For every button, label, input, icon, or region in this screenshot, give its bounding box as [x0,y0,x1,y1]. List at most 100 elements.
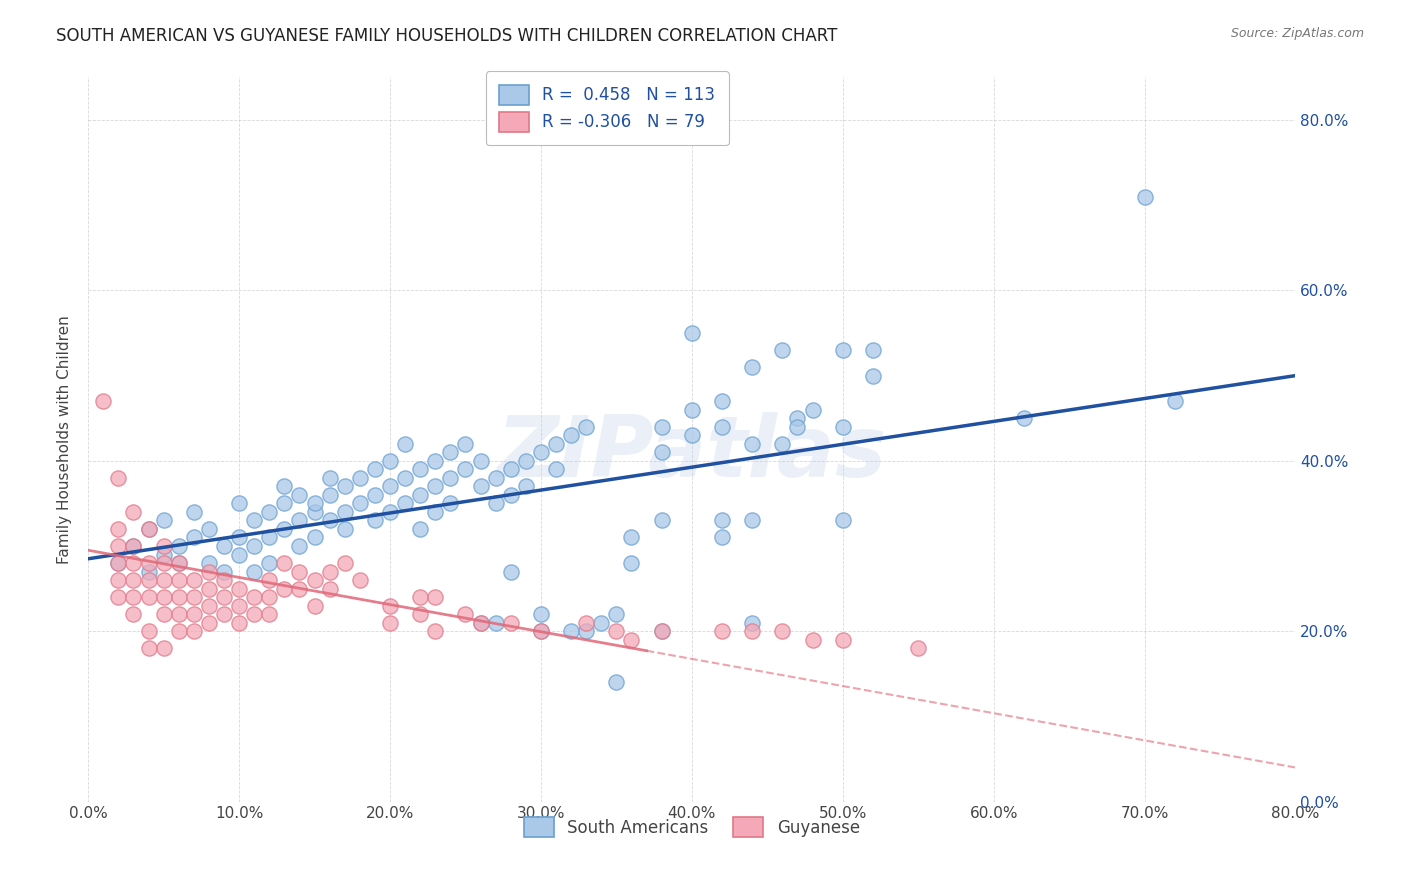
Point [228,496,250,510]
Point [651,513,673,527]
Point [439,471,461,485]
Text: ZIPatlas: ZIPatlas [496,412,887,495]
Point [741,360,763,375]
Point [470,454,492,468]
Point [831,513,853,527]
Point [605,607,627,622]
Point [243,539,266,553]
Point [304,531,326,545]
Point [273,479,295,493]
Point [243,513,266,527]
Point [198,599,221,613]
Point [107,573,129,587]
Point [138,590,160,604]
Point [485,615,508,630]
Point [288,488,311,502]
Point [651,419,673,434]
Point [544,462,567,476]
Point [273,556,295,570]
Point [122,539,145,553]
Point [485,471,508,485]
Text: SOUTH AMERICAN VS GUYANESE FAMILY HOUSEHOLDS WITH CHILDREN CORRELATION CHART: SOUTH AMERICAN VS GUYANESE FAMILY HOUSEH… [56,27,838,45]
Point [243,607,266,622]
Point [786,411,808,425]
Point [333,522,356,536]
Point [575,615,598,630]
Point [212,539,235,553]
Point [91,394,114,409]
Point [212,607,235,622]
Point [499,462,522,476]
Point [183,531,205,545]
Point [138,522,160,536]
Point [394,471,416,485]
Point [257,556,280,570]
Point [198,556,221,570]
Point [409,607,432,622]
Point [318,582,340,596]
Point [711,513,734,527]
Point [138,624,160,639]
Point [470,479,492,493]
Point [183,573,205,587]
Point [409,462,432,476]
Point [273,582,295,596]
Point [198,582,221,596]
Point [318,513,340,527]
Point [620,531,643,545]
Point [394,436,416,450]
Point [454,462,477,476]
Point [591,615,613,630]
Point [107,556,129,570]
Point [198,522,221,536]
Point [560,428,582,442]
Point [741,436,763,450]
Point [228,615,250,630]
Point [318,471,340,485]
Point [107,471,129,485]
Point [138,565,160,579]
Point [152,641,174,656]
Point [530,607,553,622]
Point [801,632,824,647]
Point [544,436,567,450]
Point [167,607,190,622]
Point [1012,411,1035,425]
Point [741,624,763,639]
Point [770,343,793,357]
Point [198,615,221,630]
Point [304,496,326,510]
Point [167,556,190,570]
Point [499,565,522,579]
Point [257,590,280,604]
Point [349,471,371,485]
Point [152,539,174,553]
Point [257,505,280,519]
Point [425,454,447,468]
Point [378,599,401,613]
Point [288,565,311,579]
Point [409,522,432,536]
Point [862,368,884,383]
Point [198,565,221,579]
Point [378,505,401,519]
Point [138,573,160,587]
Point [167,556,190,570]
Point [425,479,447,493]
Point [1133,190,1156,204]
Point [605,624,627,639]
Point [605,675,627,690]
Point [681,326,703,340]
Point [831,343,853,357]
Point [107,539,129,553]
Point [243,565,266,579]
Point [770,436,793,450]
Point [786,419,808,434]
Point [152,590,174,604]
Point [183,590,205,604]
Point [228,548,250,562]
Point [454,607,477,622]
Point [228,531,250,545]
Point [152,513,174,527]
Point [152,573,174,587]
